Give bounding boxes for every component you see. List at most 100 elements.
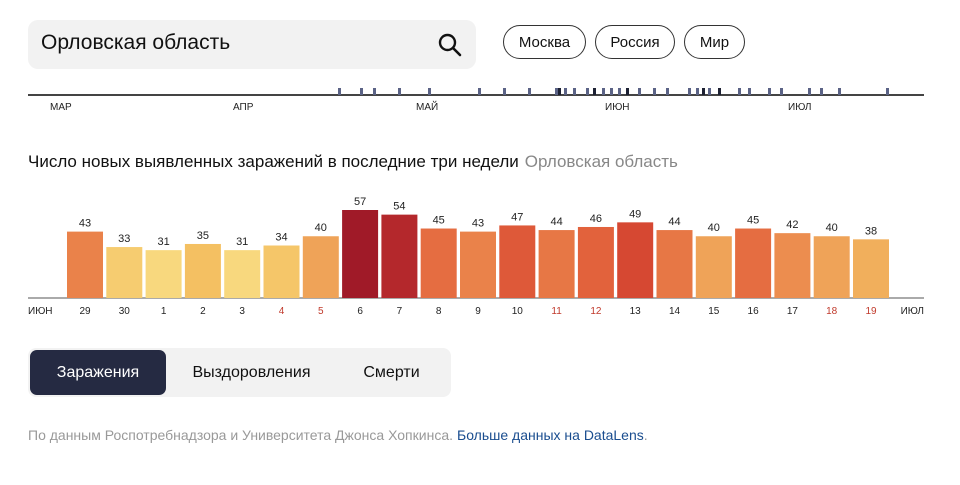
x-tick-label: 16 [748, 306, 760, 317]
timeline-mark [610, 88, 613, 95]
timeline-strip[interactable]: МАР АПР МАЙ ИЮН ИЮЛ [28, 70, 924, 120]
timeline-mark [886, 88, 889, 95]
bar-value-label: 44 [668, 216, 680, 228]
x-tick-label: 29 [79, 306, 91, 317]
bar-value-label: 43 [79, 218, 91, 230]
timeline-month-label: МАР [50, 102, 72, 113]
timeline-mark [653, 88, 656, 95]
bar-value-label: 42 [786, 219, 798, 231]
timeline-month-label: ИЮН [605, 102, 630, 113]
bar-value-label: 47 [511, 211, 523, 223]
x-tick-label: 8 [436, 306, 442, 317]
x-tick-label: 6 [357, 306, 363, 317]
timeline-mark [808, 88, 811, 95]
timeline-mark [503, 88, 506, 95]
timeline-mark [708, 88, 711, 95]
bar [853, 239, 889, 298]
x-tick-label: 11 [551, 306, 562, 317]
timeline-mark [838, 88, 841, 95]
timeline-mark [696, 88, 699, 95]
bar [224, 250, 261, 298]
timeline-mark [688, 88, 691, 95]
bar-chart-svg: 4329333031135231334440557654745843947104… [28, 196, 924, 317]
timeline-mark [373, 88, 376, 95]
x-tick-label: 3 [239, 306, 245, 317]
chart-title-region: Орловская область [524, 152, 678, 171]
timeline-mark [626, 88, 629, 95]
x-tick-label: 14 [669, 306, 681, 317]
timeline-mark [593, 88, 596, 95]
timeline-month-label: АПР [233, 102, 254, 113]
timeline-mark [738, 88, 741, 95]
x-tick-label: 30 [119, 306, 131, 317]
x-tick-label: 18 [826, 306, 838, 317]
search-field[interactable]: Орловская область [28, 20, 476, 69]
bar-value-label: 34 [275, 232, 287, 244]
bar-value-label: 43 [472, 218, 484, 230]
chart-title: Число новых выявленных заражений в после… [28, 152, 678, 172]
datalens-link[interactable]: Больше данных на DataLens [457, 427, 644, 443]
timeline-mark [555, 88, 558, 95]
tab-recoveries[interactable]: Выздоровления [192, 363, 311, 381]
x-tick-label: 13 [630, 306, 642, 317]
timeline-mark [558, 88, 561, 95]
bar-value-label: 40 [708, 222, 720, 234]
x-tick-label: 9 [475, 306, 481, 317]
source-text: По данным Роспотребнадзора и Университет… [28, 427, 453, 443]
search-icon[interactable] [437, 32, 463, 58]
timeline-mark [768, 88, 771, 95]
x-tick-label: 2 [200, 306, 206, 317]
timeline-month-label: МАЙ [416, 100, 438, 113]
timeline-mark [528, 88, 531, 95]
timeline-mark [780, 88, 783, 95]
bar-value-label: 31 [236, 236, 248, 248]
x-tick-label: 10 [512, 306, 524, 317]
bar [67, 231, 103, 298]
search-input[interactable]: Орловская область [41, 31, 231, 54]
bar-value-label: 45 [433, 215, 445, 227]
x-tick-label: 7 [397, 306, 403, 317]
timeline-mark [718, 88, 721, 95]
x-tick-label: 5 [318, 306, 324, 317]
link-suffix: . [643, 427, 648, 443]
region-pill-moscow[interactable]: Москва [503, 25, 586, 59]
bar-value-label: 54 [393, 201, 405, 213]
bar-value-label: 40 [826, 222, 838, 234]
x-tick-label: 12 [590, 306, 602, 317]
timeline-mark [638, 88, 641, 95]
x-month-label-end: ИЮЛ [901, 306, 924, 317]
bar [617, 222, 654, 298]
timeline-mark [602, 88, 605, 95]
timeline-mark [702, 88, 705, 95]
region-pill-russia[interactable]: Россия [595, 25, 675, 59]
timeline-mark [478, 88, 481, 95]
bar [695, 236, 732, 298]
bar [263, 245, 300, 298]
bar [145, 250, 182, 298]
timeline-mark [666, 88, 669, 95]
timeline-mark [338, 88, 341, 95]
bar-value-label: 46 [590, 213, 602, 225]
timeline-mark [748, 88, 751, 95]
bar [420, 228, 457, 298]
x-tick-label: 15 [708, 306, 720, 317]
bar [538, 230, 575, 298]
timeline-mark [820, 88, 823, 95]
metric-tabs: Заражения Выздоровления Смерти [28, 348, 451, 397]
bar-value-label: 33 [118, 233, 130, 245]
region-pill-world[interactable]: Мир [684, 25, 745, 59]
bar [106, 247, 143, 298]
bar [577, 226, 614, 298]
timeline-month-label: ИЮЛ [788, 102, 811, 113]
chart-title-text: Число новых выявленных заражений в после… [28, 152, 519, 171]
bar [184, 243, 221, 298]
bar-value-label: 38 [865, 225, 877, 237]
tab-infections[interactable]: Заражения [30, 350, 166, 395]
bar [302, 236, 339, 298]
timeline-svg: МАР АПР МАЙ ИЮН ИЮЛ [28, 88, 924, 113]
x-tick-label: 1 [161, 306, 167, 317]
tab-deaths[interactable]: Смерти [363, 363, 420, 381]
bar-value-label: 49 [629, 208, 641, 220]
bar-value-label: 35 [197, 230, 209, 242]
x-month-label-start: ИЮН [28, 306, 53, 317]
